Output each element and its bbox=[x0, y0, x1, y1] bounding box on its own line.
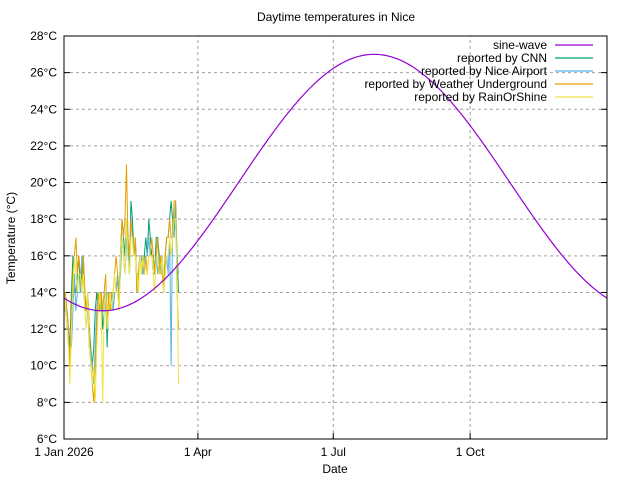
y-tick-label: 12°C bbox=[30, 322, 57, 336]
y-tick-label: 14°C bbox=[30, 285, 57, 299]
sine-wave-line bbox=[63, 53, 608, 312]
y-tick-label: 20°C bbox=[30, 176, 57, 190]
series-lines bbox=[63, 53, 608, 403]
series-line bbox=[63, 218, 180, 403]
grid-lines bbox=[64, 36, 607, 439]
plot-frame bbox=[63, 35, 608, 440]
x-tick-label: 1 Oct bbox=[456, 445, 485, 459]
x-axis-label: Date bbox=[322, 462, 348, 476]
y-tick-label: 24°C bbox=[30, 102, 57, 116]
y-tick-label: 8°C bbox=[37, 395, 57, 409]
y-tick-label: 26°C bbox=[30, 66, 57, 80]
legend-label: sine-wave bbox=[493, 38, 547, 52]
x-tick-label: 1 Jan 2026 bbox=[34, 445, 94, 459]
y-tick-label: 16°C bbox=[30, 249, 57, 263]
y-tick-label: 18°C bbox=[30, 212, 57, 226]
y-tick-label: 22°C bbox=[30, 139, 57, 153]
x-tick-label: 1 Jul bbox=[321, 445, 346, 459]
y-tick-label: 28°C bbox=[30, 29, 57, 43]
y-tick-label: 10°C bbox=[30, 359, 57, 373]
legend-label: reported by RainOrShine bbox=[414, 90, 547, 104]
x-axis-ticks: 1 Jan 2026 1 Apr 1 Jul 1 Oct bbox=[34, 433, 485, 459]
legend-label: reported by CNN bbox=[457, 51, 547, 65]
legend-label: reported by Nice Airport bbox=[421, 64, 548, 78]
chart-title: Daytime temperatures in Nice bbox=[257, 10, 415, 24]
legend-label: reported by Weather Underground bbox=[364, 77, 547, 91]
y-axis-ticks: 6°C 8°C 10°C 12°C 14°C 16°C 18°C 20°C 22°C 24°C 26… bbox=[30, 29, 607, 446]
x-tick-label: 1 Apr bbox=[184, 445, 212, 459]
y-axis-label: Temperature (°C) bbox=[4, 192, 18, 284]
y-tick-label: 6°C bbox=[37, 432, 57, 446]
